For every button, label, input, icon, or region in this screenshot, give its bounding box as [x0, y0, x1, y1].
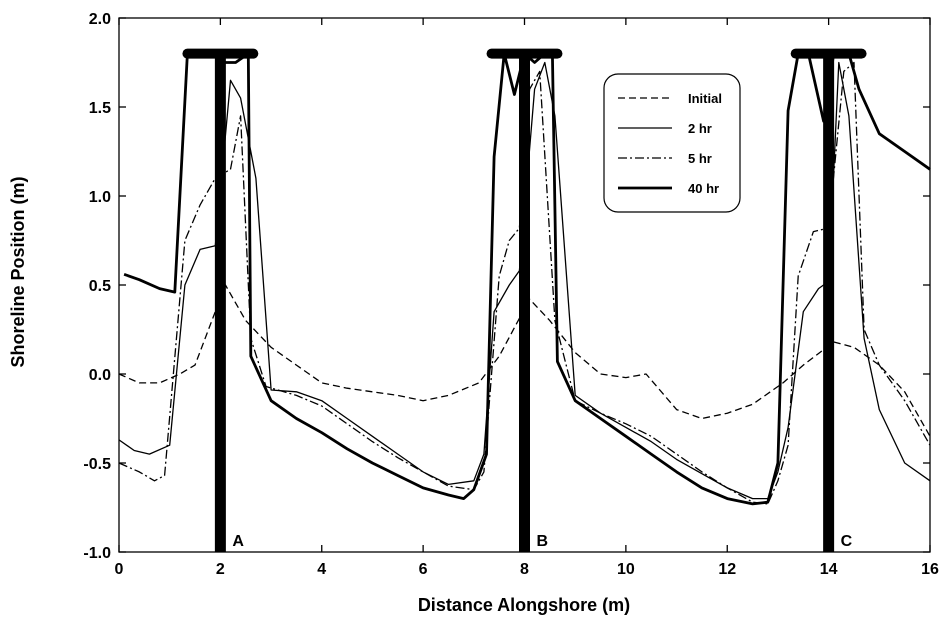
y-tick-label: 0.0 — [89, 367, 111, 384]
structures-group: A B C — [182, 48, 867, 552]
y-tick-label: -1.0 — [83, 545, 111, 562]
x-tick-label: 16 — [921, 561, 939, 578]
x-tick-label: 12 — [718, 561, 736, 578]
x-tick-label: 6 — [419, 561, 428, 578]
x-tick-label: 8 — [520, 561, 529, 578]
legend-label: 2 hr — [688, 121, 712, 136]
structure-label-a: A — [232, 533, 244, 550]
y-tick-label: 1.0 — [89, 189, 111, 206]
x-tick-label: 10 — [617, 561, 635, 578]
y-tick-label: 0.5 — [89, 278, 111, 295]
series-line-1 — [118, 284, 931, 437]
legend-label: Initial — [688, 91, 722, 106]
structure-label-c: C — [841, 533, 853, 550]
legend-label: 5 hr — [688, 151, 712, 166]
x-tick-label: 0 — [115, 561, 124, 578]
x-tick-label: 2 — [216, 561, 225, 578]
legend-box — [603, 73, 741, 213]
y-axis-title: Shoreline Position (m) — [8, 176, 28, 367]
y-tick-label: 2.0 — [89, 11, 111, 28]
x-tick-label: 4 — [317, 561, 326, 578]
legend: Initial 2 hr 5 hr 40 hr — [603, 73, 741, 213]
legend-label: 40 hr — [688, 181, 719, 196]
axes-group: 0 2 4 6 8 10 12 14 16 -1.0 -0.5 0.0 0.5 1.0 1.5 2.0 — [83, 11, 939, 578]
x-axis-title: Distance Alongshore (m) — [418, 595, 630, 615]
y-tick-label: 1.5 — [89, 100, 111, 117]
x-tick-label: 14 — [820, 561, 838, 578]
y-tick-label: -0.5 — [83, 456, 111, 473]
structure-label-b: B — [537, 533, 549, 550]
